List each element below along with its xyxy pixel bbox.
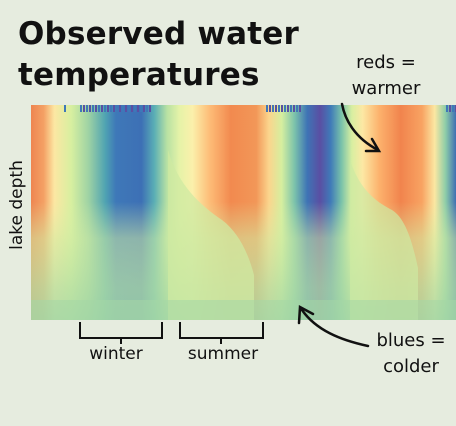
ice-mark (95, 105, 97, 112)
ice-mark (89, 105, 91, 112)
ice-mark (116, 105, 118, 112)
ice-mark (293, 105, 295, 112)
y-axis-label: lake depth (7, 160, 27, 250)
ice-mark (134, 105, 136, 112)
arrow-cold (297, 304, 370, 348)
ice-mark (281, 105, 283, 112)
ice-mark (146, 105, 148, 112)
ice-mark (149, 105, 151, 112)
ice-mark (122, 105, 124, 112)
ice-mark (110, 105, 112, 112)
arrow-warm (340, 102, 382, 153)
ice-mark (98, 105, 100, 112)
ice-mark (275, 105, 277, 112)
annotation-warm-line-1: reds = (356, 52, 416, 73)
ice-mark (299, 105, 301, 112)
ice-mark (113, 105, 115, 112)
ice-mark (125, 105, 127, 112)
ice-mark (290, 105, 292, 112)
ice-mark (296, 105, 298, 112)
title-line-2: temperatures (18, 57, 260, 93)
annotation-cold-line-1: blues = (376, 330, 446, 351)
heatmap-thermocline-summer (168, 150, 254, 320)
ice-mark (83, 105, 85, 112)
ice-mark (80, 105, 82, 112)
surface-ice-marks (64, 105, 456, 112)
season-label-winter: winter (89, 344, 143, 364)
title-line-1: Observed water (18, 16, 300, 52)
ice-mark (269, 105, 271, 112)
ice-mark (131, 105, 133, 112)
annotation-warm-line-2: warmer (351, 78, 421, 99)
summer-bracket (179, 322, 264, 344)
ice-mark (143, 105, 145, 112)
ice-mark (104, 105, 106, 112)
ice-mark (287, 105, 289, 112)
ice-mark (107, 105, 109, 112)
winter-bracket (79, 322, 163, 344)
heatmap-bottom-layer (31, 300, 456, 320)
ice-mark (119, 105, 121, 112)
heatmap-thermocline-fall (350, 160, 418, 320)
annotation-cold: blues = colder (366, 328, 456, 380)
ice-mark (64, 105, 66, 112)
ice-mark (449, 105, 451, 112)
ice-mark (101, 105, 103, 112)
ice-mark (452, 105, 454, 112)
annotation-warm: reds = warmer (336, 50, 436, 102)
ice-mark (128, 105, 130, 112)
ice-mark (284, 105, 286, 112)
annotation-cold-line-2: colder (383, 356, 439, 377)
ice-mark (266, 105, 268, 112)
ice-mark (272, 105, 274, 112)
season-label-summer: summer (187, 344, 259, 364)
heatmap-area (31, 105, 456, 320)
chart-title: Observed water temperatures (18, 14, 299, 96)
ice-mark (137, 105, 139, 112)
ice-mark (86, 105, 88, 112)
ice-mark (92, 105, 94, 112)
ice-mark (446, 105, 448, 112)
ice-mark (278, 105, 280, 112)
ice-mark (140, 105, 142, 112)
